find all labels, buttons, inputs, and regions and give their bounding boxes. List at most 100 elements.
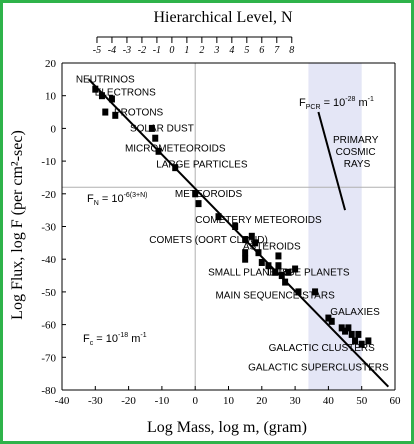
- data-point: [275, 252, 282, 260]
- data-point: [242, 255, 249, 263]
- data-point: [242, 249, 249, 257]
- data-point: [155, 147, 162, 155]
- data-point: [358, 340, 365, 348]
- y-tick-label: -20: [41, 189, 56, 201]
- y-tick-label: -80: [41, 385, 56, 397]
- object-label: GALACTIC SUPERCLUSTERS: [248, 362, 389, 373]
- object-label: LARGE PLANETS: [267, 268, 350, 279]
- object-label: ELECTRONS: [95, 88, 156, 99]
- data-point: [248, 232, 255, 240]
- pcr-line: [317, 111, 347, 211]
- object-label: LARGE PARTICLES: [156, 160, 248, 171]
- x-tick-label: -40: [55, 395, 70, 407]
- object-label: GALAXIES: [330, 307, 380, 318]
- x-tick-labels: -40 -30 -20 -10 0 10 20 30 40 50 60: [55, 395, 401, 407]
- y-tick-labels: 20 10 0 -10 -20 -30 -40 -50 -60 -70 -80: [41, 58, 56, 397]
- top-tick-label: 2: [199, 45, 204, 56]
- pcr-label-line-3: RAYS: [344, 159, 371, 170]
- data-point: [348, 330, 355, 338]
- data-point: [148, 124, 155, 132]
- x-tick-label: 40: [323, 395, 335, 407]
- fpcr-equation: FPCR = 10-28 m-1: [299, 96, 374, 111]
- object-label: MICROMETEOROIDS: [125, 143, 226, 154]
- data-point: [325, 314, 332, 322]
- object-label: METEOROIDS: [175, 189, 243, 200]
- x-tick-label: 50: [356, 395, 368, 407]
- y-tick-label: 0: [51, 123, 57, 135]
- data-point: [345, 324, 352, 332]
- pcr-label-line-1: PRIMARY: [333, 135, 379, 146]
- data-point: [312, 288, 319, 296]
- top-tick-label: 0: [169, 45, 174, 56]
- y-tick-label: -30: [41, 222, 56, 234]
- data-point: [242, 236, 249, 244]
- x-tick-label: -30: [88, 395, 103, 407]
- object-label: GALACTIC CLUSTERS: [269, 343, 375, 354]
- data-point: [195, 200, 202, 208]
- top-tick-label: 3: [213, 45, 219, 56]
- data-point: [192, 190, 199, 198]
- top-tick-label: -2: [138, 45, 146, 56]
- axes: [61, 36, 396, 391]
- top-tick-label: 6: [259, 45, 264, 56]
- data-point: [265, 262, 272, 270]
- data-point: [215, 213, 222, 221]
- data-point: [108, 95, 115, 103]
- data-point: [328, 317, 335, 325]
- y-tick-label: 10: [45, 91, 57, 103]
- x-tick-label: 10: [223, 395, 235, 407]
- x-tick-label: 60: [390, 395, 402, 407]
- top-axis-title: Hierarchical Level, N: [153, 9, 292, 26]
- data-point: [152, 134, 159, 142]
- data-point: [258, 258, 265, 266]
- data-point: [278, 272, 285, 280]
- object-label: SOLAR DUST: [130, 124, 194, 135]
- y-tick-label: -60: [41, 320, 56, 332]
- data-point: [365, 337, 372, 345]
- data-point: [295, 288, 302, 296]
- data-point: [355, 330, 362, 338]
- y-tick-label: -40: [41, 254, 56, 266]
- data-point: [275, 262, 282, 270]
- data-point: [172, 164, 179, 172]
- top-tick-label: -3: [123, 45, 131, 56]
- top-tick-label: 1: [184, 45, 189, 56]
- pcr-label-line-2: COSMIC: [336, 147, 376, 158]
- fn-equation: FN = 10-6(3+N): [87, 192, 148, 207]
- data-point: [92, 85, 99, 93]
- top-tick-label: 7: [274, 45, 280, 56]
- data-point: [338, 324, 345, 332]
- fit-line: [87, 78, 390, 388]
- y-tick-label: -50: [41, 287, 56, 299]
- x-axis-label: Log Mass, log m, (gram): [147, 419, 307, 436]
- data-points: [92, 85, 372, 348]
- data-point: [112, 111, 119, 119]
- object-label: MAIN SEQUENCE STARS: [215, 290, 335, 301]
- data-point: [285, 268, 292, 276]
- object-label: PROTONS: [114, 107, 164, 118]
- x-tick-label: 20: [256, 395, 268, 407]
- data-point: [232, 223, 239, 230]
- x-tick-label: -10: [155, 395, 170, 407]
- top-tick-label: 4: [229, 45, 234, 56]
- data-point: [282, 278, 289, 286]
- trend-lines: [87, 78, 390, 388]
- data-point: [272, 268, 279, 276]
- data-point: [255, 249, 262, 257]
- top-tick-label: -1: [153, 45, 161, 56]
- object-labels: NEUTRINOS ELECTRONS PROTONS SOLAR DUST MICRO…: [76, 75, 389, 374]
- top-tick-label: -4: [108, 45, 116, 56]
- y-axis-label: Log Flux, log F (per cm²-sec): [9, 130, 26, 320]
- x-tick-label: 0: [192, 395, 198, 407]
- x-tick-label: 30: [290, 395, 302, 407]
- object-label: SMALL PLANETS: [208, 268, 289, 279]
- object-label: COMETS (OORT CLOUD): [149, 235, 268, 246]
- object-label: NEUTRINOS: [76, 75, 135, 86]
- object-label: ASTEROIDS: [243, 241, 301, 252]
- data-point: [102, 108, 109, 116]
- y-tick-label: 20: [45, 58, 57, 70]
- x-tick-label: -20: [121, 395, 136, 407]
- pcr-label: PRIMARY COSMIC RAYS: [333, 135, 381, 170]
- data-point: [342, 327, 349, 335]
